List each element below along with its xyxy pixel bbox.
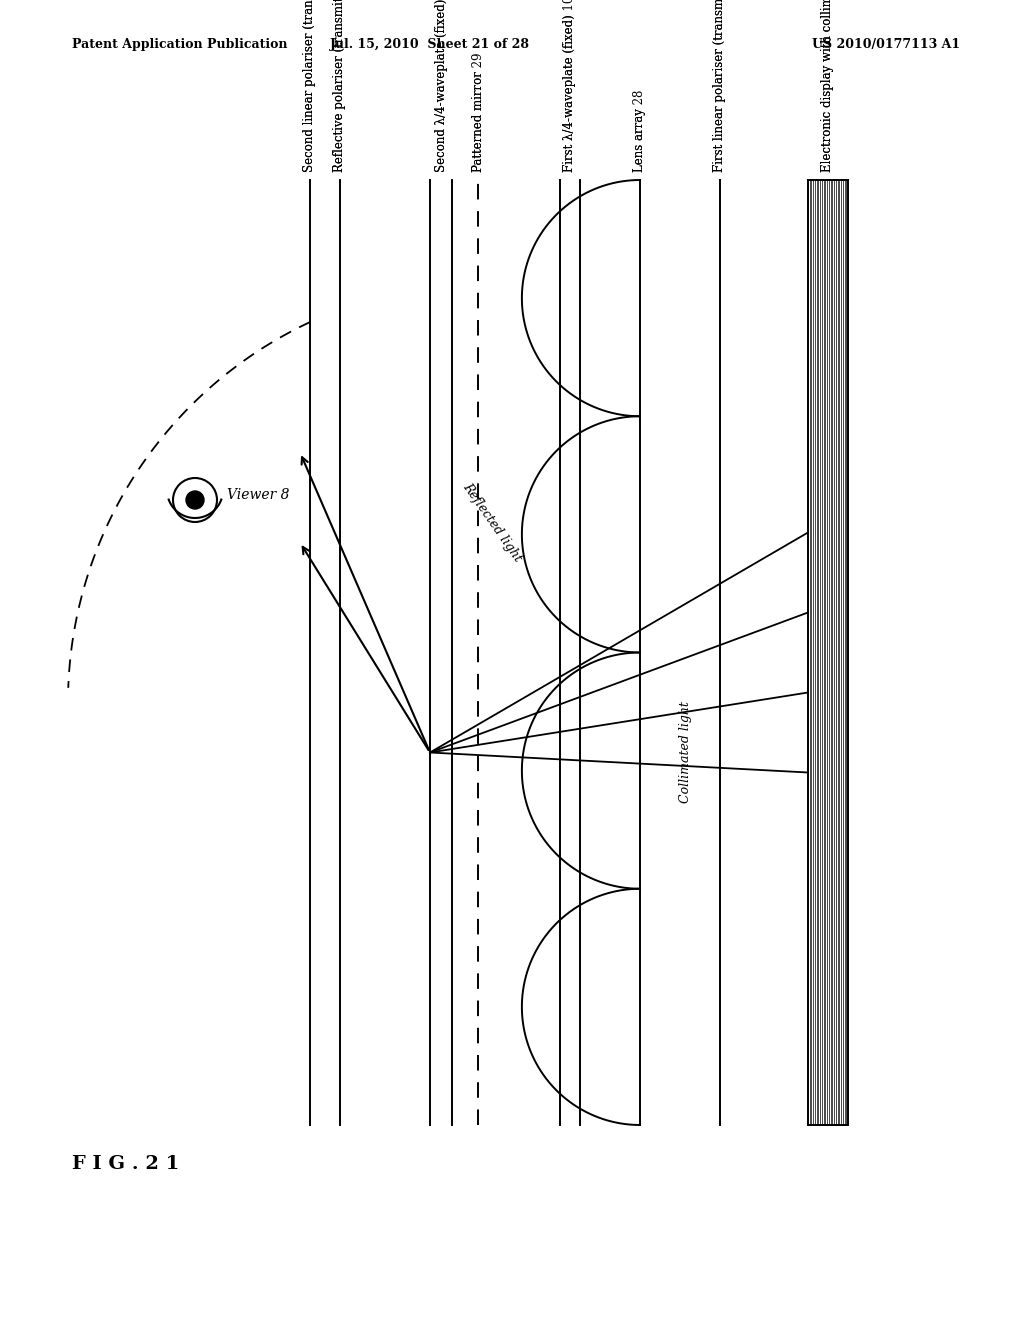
Text: Electronic display with collimated light output 1: Electronic display with collimated light…	[821, 0, 835, 172]
Text: Second linear polariser (transmits ⊗, absorbs ↔) 12: Second linear polariser (transmits ⊗, ab…	[303, 0, 316, 172]
Text: Patterned mirror 29: Patterned mirror 29	[471, 53, 484, 172]
Text: Reflective polariser (transmits ⊗, reflects ↔) 5: Reflective polariser (transmits ⊗, refle…	[334, 0, 346, 172]
Text: Lens array: Lens array	[634, 104, 646, 172]
Text: Collimated light: Collimated light	[679, 701, 691, 804]
Bar	[808, 180, 848, 1125]
Text: Second λ/4-waveplate (fixed) 11: Second λ/4-waveplate (fixed) 11	[434, 0, 447, 172]
Text: First linear polariser (transmits ↔, absorbs ⊗) 9: First linear polariser (transmits ↔, abs…	[714, 0, 726, 172]
Text: Lens array 28: Lens array 28	[634, 90, 646, 172]
Text: Second λ/4-waveplate (fixed) 11: Second λ/4-waveplate (fixed) 11	[434, 0, 447, 172]
Text: US 2010/0177113 A1: US 2010/0177113 A1	[812, 38, 961, 51]
Text: Electronic display with collimated light output 1: Electronic display with collimated light…	[821, 0, 835, 172]
Circle shape	[186, 491, 204, 510]
Text: Reflective polariser (transmits ⊗, reflects ↔) 5: Reflective polariser (transmits ⊗, refle…	[334, 0, 346, 172]
Text: Lens array 28: Lens array 28	[634, 90, 646, 172]
Text: Second linear polariser (transmits ⊗, absorbs ↔) 12: Second linear polariser (transmits ⊗, ab…	[303, 0, 316, 172]
Text: Reflective polariser (transmits ⊗, reflects ↔): Reflective polariser (transmits ⊗, refle…	[334, 0, 346, 172]
Text: Electronic display with collimated light output: Electronic display with collimated light…	[821, 0, 835, 172]
Text: First linear polariser (transmits ↔, absorbs ⊗) 9: First linear polariser (transmits ↔, abs…	[714, 0, 726, 172]
Text: First linear polariser (transmits ↔, absorbs ⊗): First linear polariser (transmits ↔, abs…	[714, 0, 726, 172]
Text: Second λ/4-waveplate (fixed): Second λ/4-waveplate (fixed)	[434, 0, 447, 172]
Text: First λ/4-waveplate (fixed) 10: First λ/4-waveplate (fixed) 10	[563, 0, 577, 172]
Text: First λ/4-waveplate (fixed) 10: First λ/4-waveplate (fixed) 10	[563, 0, 577, 172]
Text: Patterned mirror: Patterned mirror	[471, 67, 484, 172]
Text: Second linear polariser (transmits ⊗, absorbs ↔): Second linear polariser (transmits ⊗, ab…	[303, 0, 316, 172]
Text: Jul. 15, 2010  Sheet 21 of 28: Jul. 15, 2010 Sheet 21 of 28	[330, 38, 530, 51]
Text: F I G . 2 1: F I G . 2 1	[72, 1155, 179, 1173]
Text: Patent Application Publication: Patent Application Publication	[72, 38, 288, 51]
Text: Patterned mirror 29: Patterned mirror 29	[471, 53, 484, 172]
Text: First λ/4-waveplate (fixed): First λ/4-waveplate (fixed)	[563, 11, 577, 172]
Text: Viewer 8: Viewer 8	[227, 488, 290, 502]
Text: Reflected light: Reflected light	[460, 480, 524, 565]
